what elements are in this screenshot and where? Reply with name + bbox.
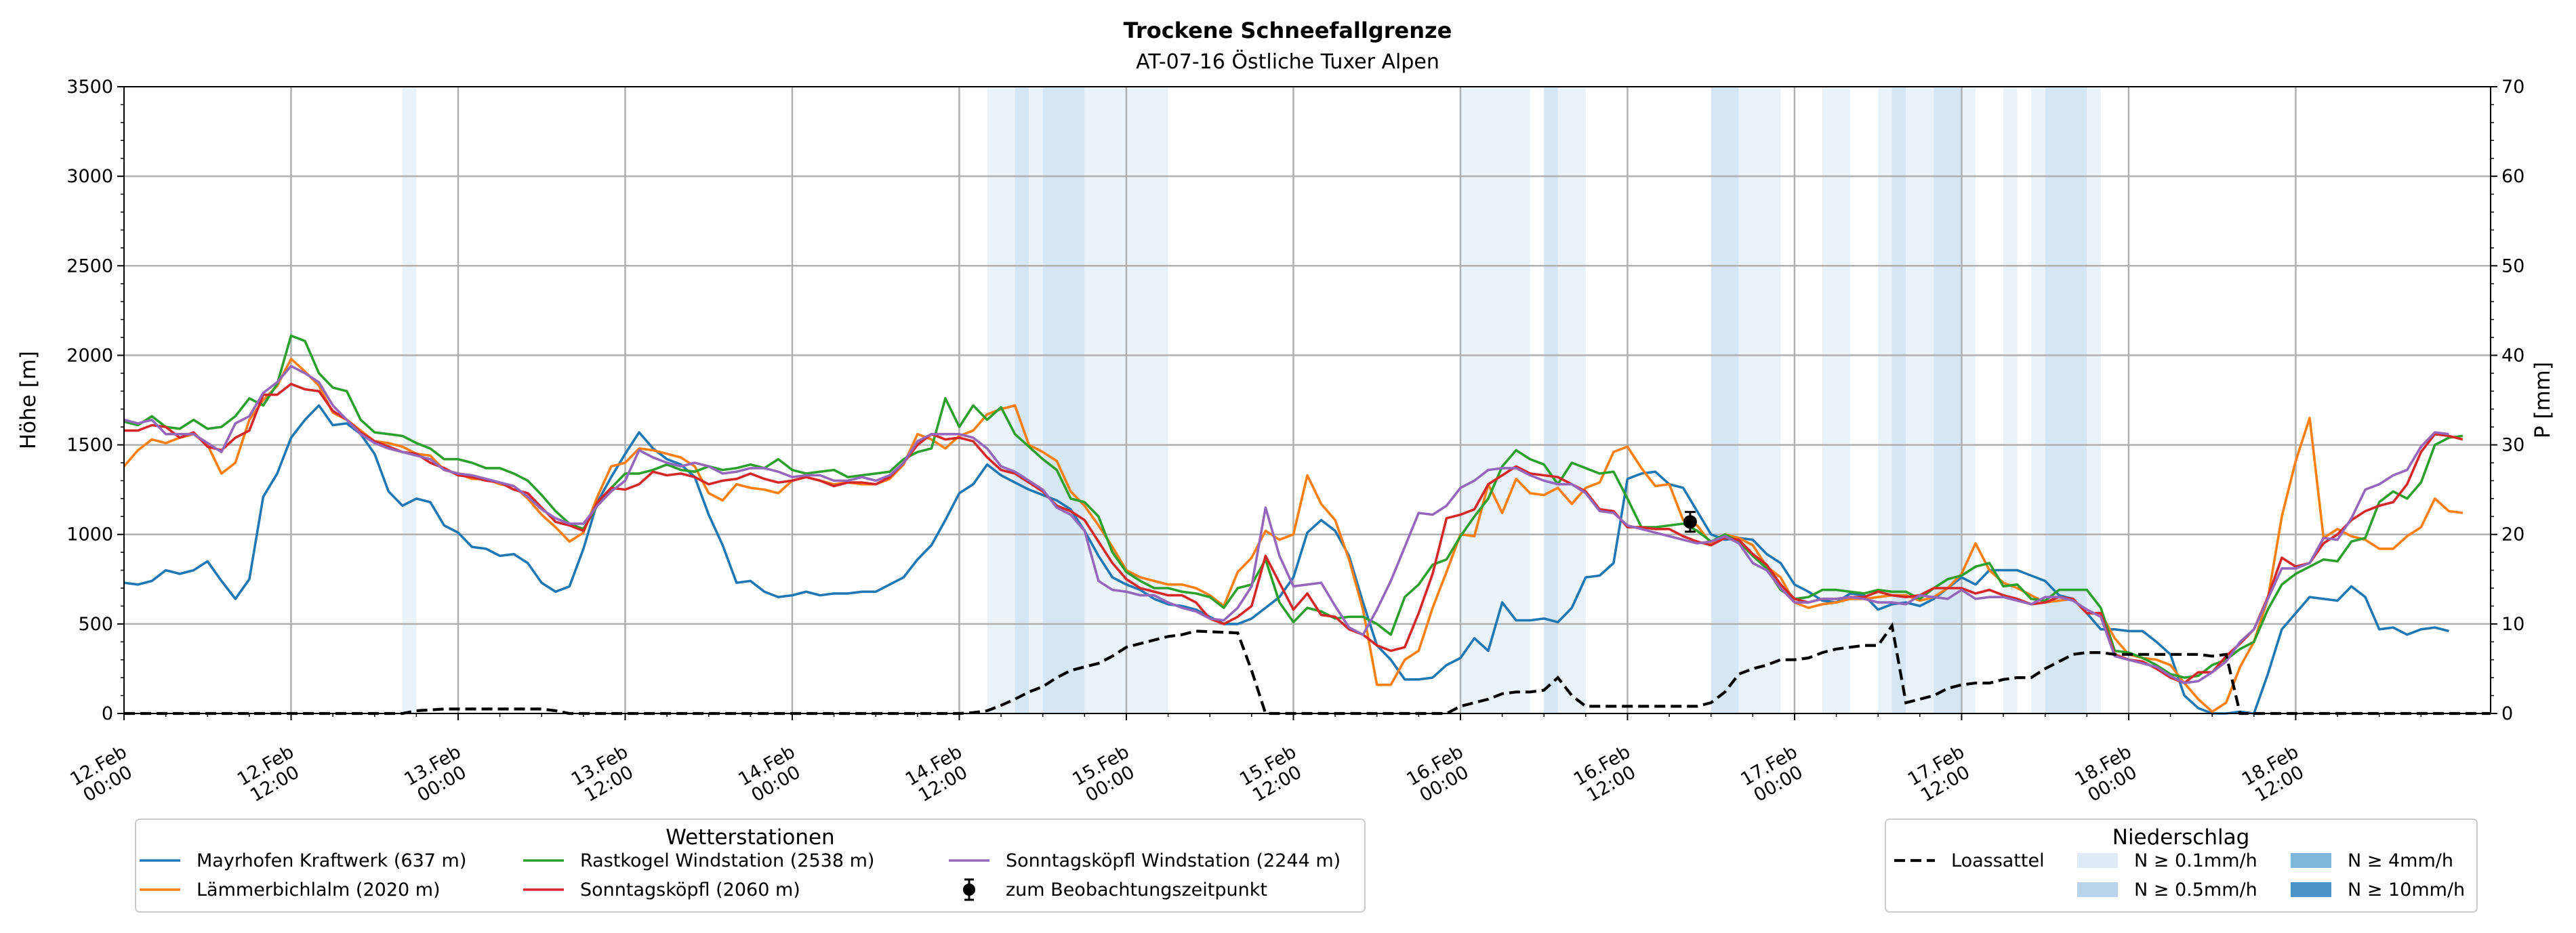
x-tick-label: 17.Feb00:00	[1737, 741, 1811, 808]
precip-band	[987, 87, 1015, 713]
y-right-tick-label: 60	[2501, 166, 2524, 187]
y-right-tick-label: 70	[2501, 77, 2524, 98]
precip-band	[1711, 87, 1739, 713]
axes: 0 500 1000 1500 2000 2500 3000 3500 0 10 20 30 40 50 6…	[66, 77, 2524, 808]
series-layer	[123, 334, 2491, 716]
x-tick-label: 14.Feb12:00	[902, 741, 976, 808]
x-tick-label: 14.Feb00:00	[735, 741, 809, 808]
legend-precip-label: N ≥ 0.1mm/h	[2134, 850, 2257, 871]
y-right-tick-label: 50	[2501, 255, 2524, 276]
y-right-tick-label: 0	[2501, 703, 2513, 724]
grid-lines	[124, 87, 2491, 713]
precip-band	[2045, 87, 2087, 713]
y-tick-label: 500	[78, 614, 113, 635]
legend-precip-swatch	[2077, 853, 2118, 868]
y-tick-label: 1500	[66, 435, 113, 456]
y-tick-label: 0	[102, 703, 113, 724]
x-tick-label: 16.Feb00:00	[1403, 741, 1477, 808]
legend-stations-title: Wetterstationen	[666, 825, 834, 850]
chart-subtitle: AT-07-16 Östliche Tuxer Alpen	[1136, 49, 1439, 74]
precip-band	[2003, 87, 2018, 713]
precip-band	[1822, 87, 1851, 713]
x-tick-label: 12.Feb12:00	[234, 741, 308, 808]
legend-stations-label: Rastkogel Windstation (2538 m)	[580, 850, 874, 871]
x-tick-label: 15.Feb12:00	[1236, 741, 1310, 808]
legend-stations-label: Sonntagsköpfl (2060 m)	[580, 879, 800, 900]
legend-precip-swatch	[2077, 882, 2118, 897]
x-tick-label: 13.Feb00:00	[401, 741, 474, 808]
chart-title: Trockene Schneefallgrenze	[1124, 18, 1452, 43]
precip-band	[1015, 87, 1029, 713]
series-line-loassattel	[124, 622, 2491, 716]
precip-band	[1892, 87, 1906, 713]
y-tick-label: 2500	[66, 255, 113, 276]
y-right-tick-label: 10	[2501, 614, 2524, 635]
x-tick-label: 18.Feb00:00	[2071, 741, 2145, 808]
precip-band	[1934, 87, 1962, 713]
series-line-rastkogel-windstation-2538-m	[123, 334, 2463, 679]
y-tick-label: 2000	[66, 345, 113, 366]
plot-frame	[123, 86, 2491, 714]
legend-precip-label: Loassattel	[1951, 850, 2045, 871]
y-axis-label: Höhe [m]	[16, 351, 41, 449]
precip-band	[2031, 87, 2045, 713]
series-line-sonntagskopfl-2060-m	[124, 382, 2463, 684]
legend-precip-label: N ≥ 10mm/h	[2348, 879, 2465, 900]
x-tick-label: 12.Feb00:00	[66, 741, 140, 808]
legend-stations-box	[135, 818, 1366, 913]
legend-stations: Wetterstationen Mayrhofen Kraftwerk (637 …	[135, 818, 1366, 913]
legend-precip-title: Niederschlag	[2112, 825, 2250, 850]
precip-band	[1042, 87, 1085, 713]
y-tick-label: 1000	[66, 524, 113, 545]
precip-band	[1961, 87, 1976, 713]
legend-observation-marker	[963, 884, 975, 896]
y-right-tick-label: 40	[2501, 345, 2524, 366]
precip-band	[1460, 87, 1530, 713]
y-right-tick-label: 20	[2501, 524, 2524, 545]
legend-stations-label: Sonntagsköpfl Windstation (2244 m)	[1006, 850, 1341, 871]
y-tick-label: 3500	[66, 77, 113, 98]
legend-precip-swatch	[2291, 853, 2331, 868]
observation-marker	[1683, 511, 1697, 533]
legend-precip-label: N ≥ 4mm/h	[2348, 850, 2453, 871]
series-line-sonntagskopfl-windstation-2244-m	[123, 365, 2449, 684]
x-tick-label: 15.Feb00:00	[1069, 741, 1143, 808]
precip-band	[1738, 87, 1781, 713]
x-tick-label: 13.Feb12:00	[568, 741, 642, 808]
precip-band	[1544, 87, 1558, 713]
y-axis-right-label: P [mm]	[2531, 362, 2555, 438]
legend-precip-label: N ≥ 0.5mm/h	[2134, 879, 2257, 900]
legend-stations-label: zum Beobachtungszeitpunkt	[1006, 879, 1267, 900]
y-tick-label: 3000	[66, 166, 113, 187]
precip-band	[2087, 87, 2101, 713]
x-tick-label: 16.Feb12:00	[1570, 741, 1644, 808]
precip-band	[1878, 87, 1892, 713]
observation-point	[1683, 515, 1697, 529]
series-line-mayrhofen-kraftwerk-637-m	[123, 404, 2449, 715]
x-tick-label: 18.Feb12:00	[2238, 741, 2312, 808]
legend-stations-label: Lämmerbichlalm (2020 m)	[197, 879, 441, 900]
x-tick-label: 17.Feb12:00	[1904, 741, 1978, 808]
legend-precip-swatch	[2291, 882, 2331, 897]
legend-stations-label: Mayrhofen Kraftwerk (637 m)	[197, 850, 466, 871]
precip-band	[402, 87, 417, 713]
y-right-tick-label: 30	[2501, 435, 2524, 456]
precip-band	[1906, 87, 1934, 713]
legend-precipitation: Niederschlag Loassattel N ≥ 0.1mm/h N ≥ 0.5…	[1885, 818, 2478, 913]
precip-band	[1029, 87, 1043, 713]
